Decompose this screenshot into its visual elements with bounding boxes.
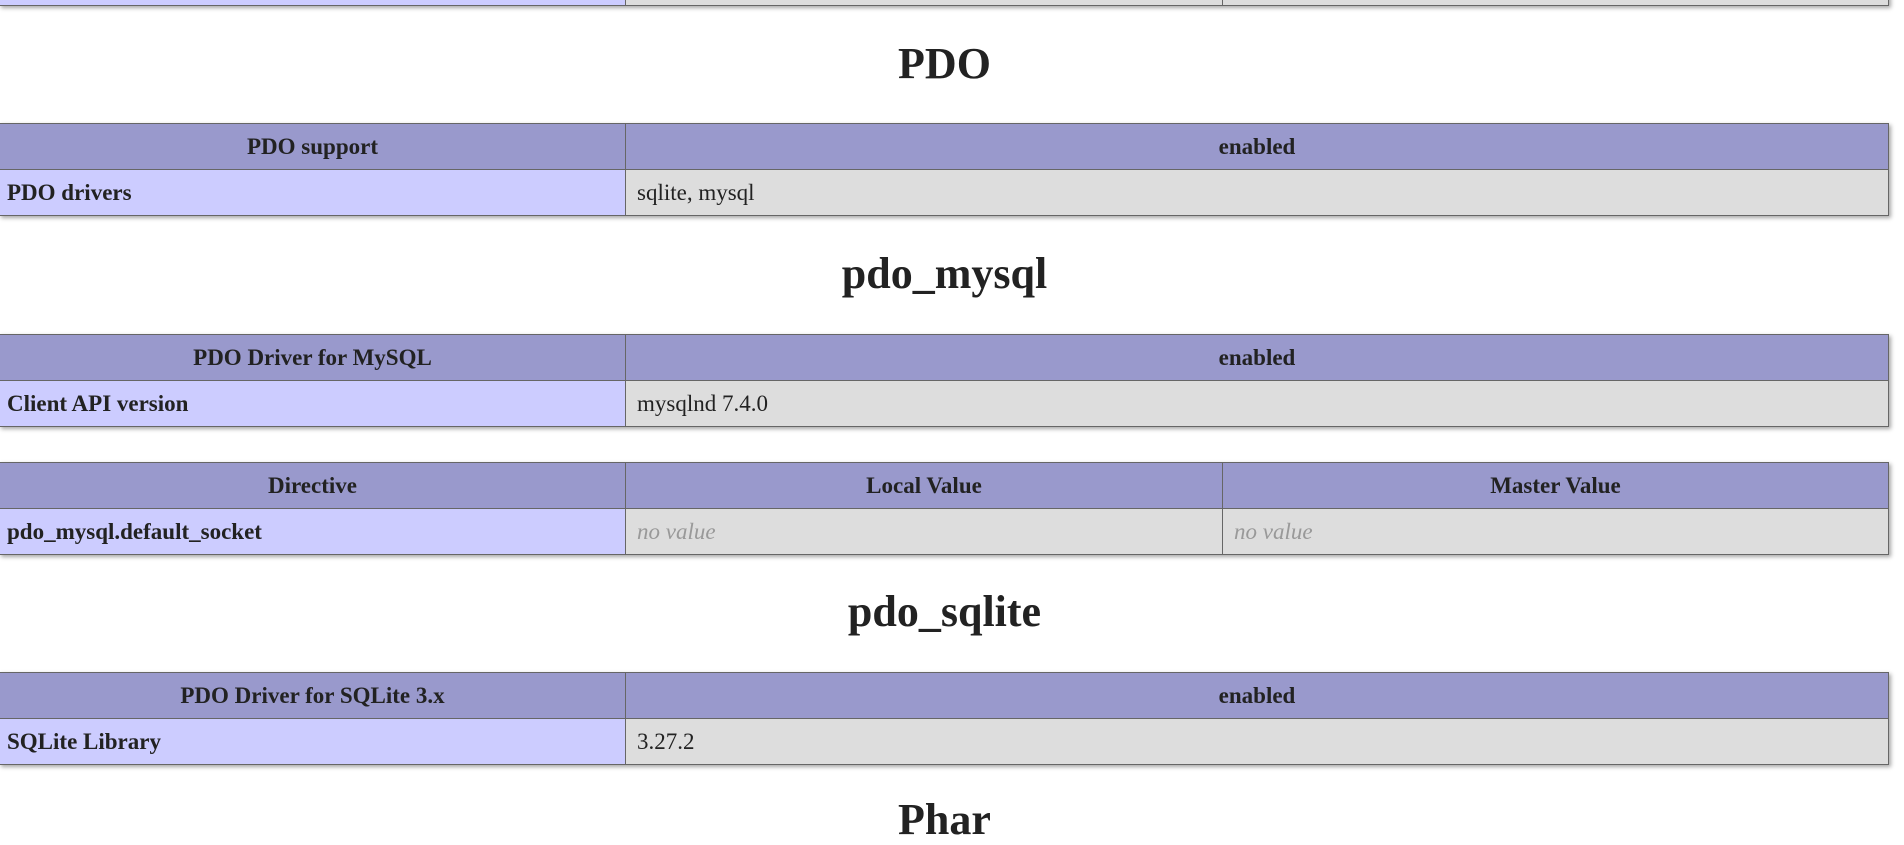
cell — [0, 0, 626, 6]
row-label: Client API version — [0, 380, 626, 427]
row-label: SQLite Library — [0, 718, 626, 765]
row-label: PDO drivers — [0, 169, 626, 216]
row-label: pdo_mysql.default_socket — [0, 508, 626, 555]
header-cell: enabled — [625, 672, 1889, 719]
row-value: 3.27.2 — [625, 718, 1889, 765]
cell — [625, 0, 1223, 6]
previous-table — [0, 0, 1889, 6]
section-title: Phar — [898, 795, 991, 844]
row-value: sqlite, mysql — [625, 169, 1889, 216]
row-value: no value — [1222, 508, 1889, 555]
header-cell: Local Value — [625, 462, 1223, 509]
header-cell: PDO Driver for SQLite 3.x — [0, 672, 626, 719]
info-table: PDO Driver for MySQL enabled Client API ve… — [0, 334, 1889, 427]
header-cell: enabled — [625, 123, 1889, 170]
header-cell: PDO support — [0, 123, 626, 170]
header-cell: PDO Driver for MySQL — [0, 334, 626, 381]
section-title: PDO — [898, 39, 991, 88]
info-table: Directive Local Value Master Value pdo_mysq… — [0, 462, 1889, 555]
row-value: mysqlnd 7.4.0 — [625, 380, 1889, 427]
info-table: PDO Driver for SQLite 3.x enabled SQLite L… — [0, 672, 1889, 765]
header-cell: enabled — [625, 334, 1889, 381]
section-title: pdo_mysql — [841, 249, 1048, 298]
header-cell: Directive — [0, 462, 626, 509]
row-value: no value — [625, 508, 1223, 555]
section-title: pdo_sqlite — [847, 587, 1042, 636]
header-cell: Master Value — [1222, 462, 1889, 509]
info-table: PDO support enabled PDO drivers sqlite, mys… — [0, 123, 1889, 216]
cell — [1222, 0, 1889, 6]
